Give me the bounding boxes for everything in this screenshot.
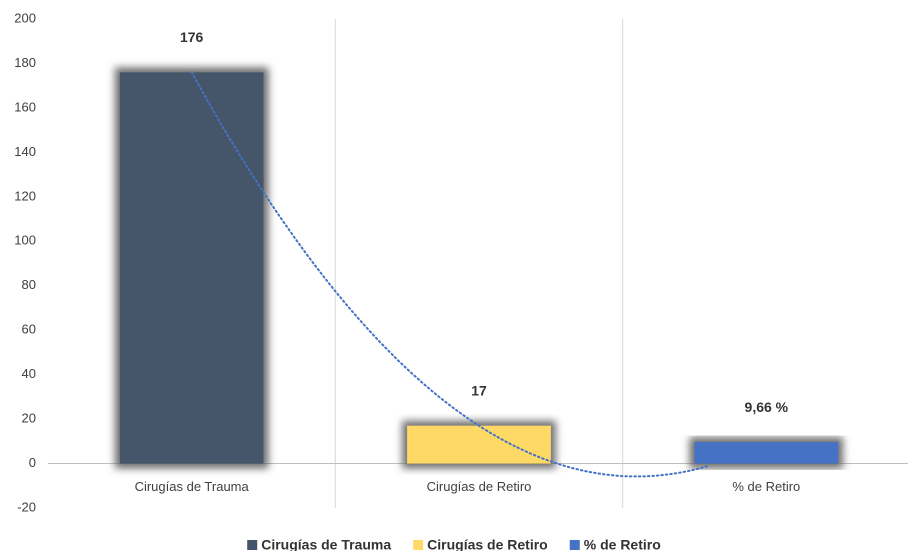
legend-label: Cirugías de Trauma [261,537,391,551]
y-tick-label: 40 [22,366,36,381]
bar [119,72,264,464]
y-tick-label: 80 [22,277,36,292]
y-tick-label: 160 [14,99,36,114]
trendline [190,71,710,478]
y-tick-label: 200 [14,10,36,25]
legend-swatch [569,540,580,550]
y-tick-label: 0 [29,455,36,470]
value-label: 9,66 % [745,399,789,415]
x-tick-label: Cirugías de Trauma [135,479,250,494]
y-tick-label: 60 [22,322,36,337]
y-tick-label: -20 [17,499,36,514]
value-label: 176 [180,29,204,45]
legend-swatch [413,540,424,550]
legend-swatch [247,540,258,550]
y-tick-label: 140 [14,144,36,159]
y-tick-label: 180 [14,55,36,70]
bar [694,442,839,464]
x-tick-label: % de Retiro [732,479,800,494]
value-label: 17 [471,382,487,398]
legend-label: % de Retiro [584,537,661,551]
y-tick-label: 120 [14,188,36,203]
bar [407,425,551,464]
y-tick-label: 20 [22,411,36,426]
x-tick-label: Cirugías de Retiro [427,479,532,494]
y-tick-label: 100 [14,233,36,248]
legend-label: Cirugías de Retiro [427,537,548,551]
